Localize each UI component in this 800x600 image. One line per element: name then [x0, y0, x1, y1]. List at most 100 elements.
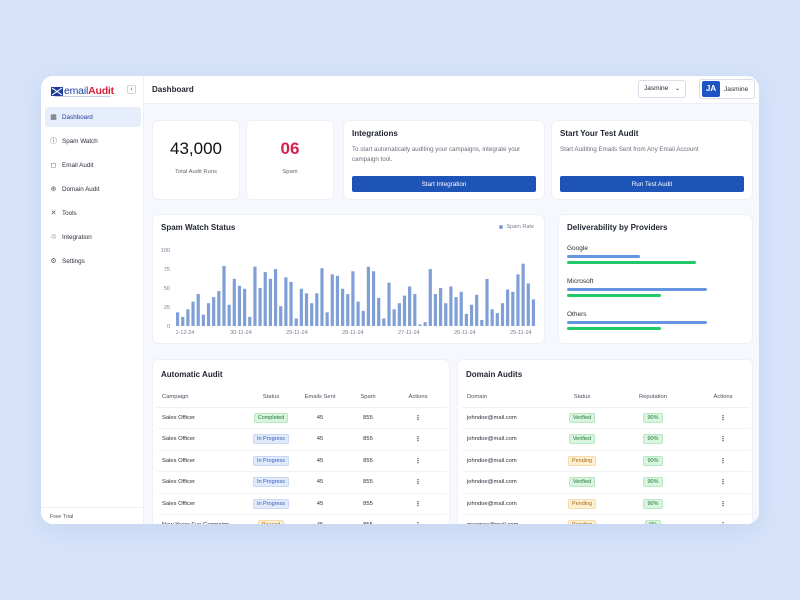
- chart-bar[interactable]: [191, 301, 195, 326]
- chart-bar[interactable]: [361, 310, 365, 326]
- chart-bar[interactable]: [444, 303, 448, 326]
- chart-bar[interactable]: [408, 286, 412, 326]
- more-vertical-icon[interactable]: ⋮: [719, 479, 727, 487]
- chart-bar[interactable]: [201, 314, 205, 326]
- more-vertical-icon[interactable]: ⋮: [414, 436, 422, 444]
- chart-bar[interactable]: [371, 271, 376, 326]
- more-vertical-icon[interactable]: ⋮: [414, 457, 422, 465]
- sidebar-item-spam-watch[interactable]: ⓘ Spam Watch: [45, 131, 141, 151]
- chart-bar[interactable]: [289, 281, 293, 326]
- chart-bar[interactable]: [521, 263, 525, 326]
- more-vertical-icon[interactable]: ⋮: [415, 522, 422, 524]
- chart-bar[interactable]: [181, 316, 185, 326]
- chart-bar[interactable]: [351, 271, 355, 326]
- chart-bar[interactable]: [433, 294, 438, 326]
- chart-bar[interactable]: [258, 288, 262, 326]
- chart-bar[interactable]: [227, 304, 231, 326]
- chart-bar[interactable]: [284, 277, 288, 326]
- chart-bar[interactable]: [454, 297, 458, 326]
- chart-bar[interactable]: [175, 312, 180, 326]
- user-select[interactable]: Jasmine ⌄: [638, 80, 686, 98]
- sidebar-item-email-audit[interactable]: ◻ Email Audit: [45, 155, 141, 175]
- chart-bar[interactable]: [217, 291, 221, 326]
- chart-bar[interactable]: [196, 294, 200, 326]
- chart-bar[interactable]: [516, 274, 520, 326]
- more-vertical-icon[interactable]: ⋮: [414, 414, 422, 422]
- chart-bar[interactable]: [299, 288, 303, 326]
- table-row[interactable]: johndoe@mail.com Verified 90% ⋮: [462, 407, 750, 429]
- run-test-audit-button[interactable]: Run Test Audit: [560, 176, 744, 192]
- table-row[interactable]: johndoe@mail.com Verified 90% ⋮: [462, 471, 750, 494]
- chart-bar[interactable]: [304, 293, 309, 326]
- chart-bar[interactable]: [186, 309, 190, 326]
- chart-bar[interactable]: [402, 295, 407, 326]
- start-integration-button[interactable]: Start Integration: [352, 176, 536, 192]
- more-vertical-icon[interactable]: ⋮: [720, 522, 727, 524]
- chart-bar[interactable]: [480, 319, 484, 326]
- more-vertical-icon[interactable]: ⋮: [719, 500, 727, 508]
- chart-bar[interactable]: [279, 306, 283, 326]
- chart-bar[interactable]: [356, 301, 360, 326]
- user-profile[interactable]: JA Jasmine: [699, 79, 755, 99]
- chart-bar[interactable]: [335, 275, 340, 326]
- chart-bar[interactable]: [423, 322, 427, 326]
- chart-bar[interactable]: [438, 288, 443, 326]
- chart-bar[interactable]: [387, 282, 391, 326]
- table-row[interactable]: maxmoe@mail.com Pending 0% ⋮: [462, 514, 750, 524]
- chart-bar[interactable]: [310, 303, 314, 326]
- chart-bar[interactable]: [243, 288, 247, 326]
- chart-bar[interactable]: [212, 297, 216, 326]
- sidebar-item-integration[interactable]: ♲ Integration: [45, 227, 141, 247]
- chart-bar[interactable]: [459, 291, 463, 326]
- chart-bar[interactable]: [511, 291, 515, 326]
- chart-bar[interactable]: [222, 265, 226, 326]
- chart-bar[interactable]: [341, 288, 345, 326]
- chart-bar[interactable]: [294, 318, 298, 326]
- chart-bar[interactable]: [366, 266, 370, 326]
- chart-bar[interactable]: [531, 299, 536, 326]
- chart-bar[interactable]: [490, 309, 494, 326]
- chart-bar[interactable]: [413, 294, 417, 326]
- more-vertical-icon[interactable]: ⋮: [719, 457, 727, 465]
- chart-bar[interactable]: [273, 269, 278, 326]
- chart-bar[interactable]: [526, 283, 530, 326]
- chart-bar[interactable]: [253, 266, 257, 326]
- chart-bar[interactable]: [495, 313, 499, 326]
- table-row[interactable]: johndoe@mail.com Pending 90% ⋮: [462, 450, 750, 472]
- chart-bar[interactable]: [382, 318, 386, 326]
- sidebar-item-dashboard[interactable]: ▦ Dashboard: [45, 107, 141, 127]
- table-row[interactable]: Sales Officer Completed 45 855 ⋮: [157, 407, 447, 429]
- chart-bar[interactable]: [206, 303, 211, 326]
- table-row[interactable]: Sales Officer In Progress 45 855 ⋮: [157, 493, 447, 515]
- more-vertical-icon[interactable]: ⋮: [414, 479, 422, 487]
- table-row[interactable]: Sales Officer In Progress 45 855 ⋮: [157, 428, 447, 451]
- chart-bar[interactable]: [392, 309, 396, 326]
- chart-bar[interactable]: [232, 278, 236, 326]
- chart-bar[interactable]: [268, 278, 273, 326]
- logo[interactable]: emailAudit: [51, 84, 114, 98]
- chart-bar[interactable]: [506, 289, 510, 326]
- chart-bar[interactable]: [346, 294, 350, 326]
- chart-bar[interactable]: [237, 285, 242, 326]
- chart-bar[interactable]: [485, 278, 489, 326]
- table-row[interactable]: Sales Officer In Progress 45 855 ⋮: [157, 471, 447, 494]
- table-row[interactable]: Sales Officer In Progress 45 855 ⋮: [157, 450, 447, 472]
- chart-bar[interactable]: [330, 274, 334, 326]
- table-row[interactable]: johndoe@mail.com Verified 90% ⋮: [462, 428, 750, 451]
- chart-bar[interactable]: [248, 316, 252, 326]
- chart-bar[interactable]: [418, 324, 422, 326]
- table-row[interactable]: johndoe@mail.com Pending 90% ⋮: [462, 493, 750, 515]
- chart-bar[interactable]: [449, 286, 453, 326]
- chart-bar[interactable]: [377, 297, 381, 326]
- chart-bar[interactable]: [315, 293, 319, 326]
- chart-bar[interactable]: [500, 303, 505, 326]
- chart-bar[interactable]: [464, 313, 468, 326]
- chart-bar[interactable]: [325, 312, 329, 326]
- chart-bar[interactable]: [428, 269, 432, 326]
- chart-bar[interactable]: [469, 304, 474, 326]
- chart-bar[interactable]: [320, 268, 324, 326]
- more-vertical-icon[interactable]: ⋮: [414, 500, 422, 508]
- more-vertical-icon[interactable]: ⋮: [719, 436, 727, 444]
- chart-bar[interactable]: [397, 303, 401, 326]
